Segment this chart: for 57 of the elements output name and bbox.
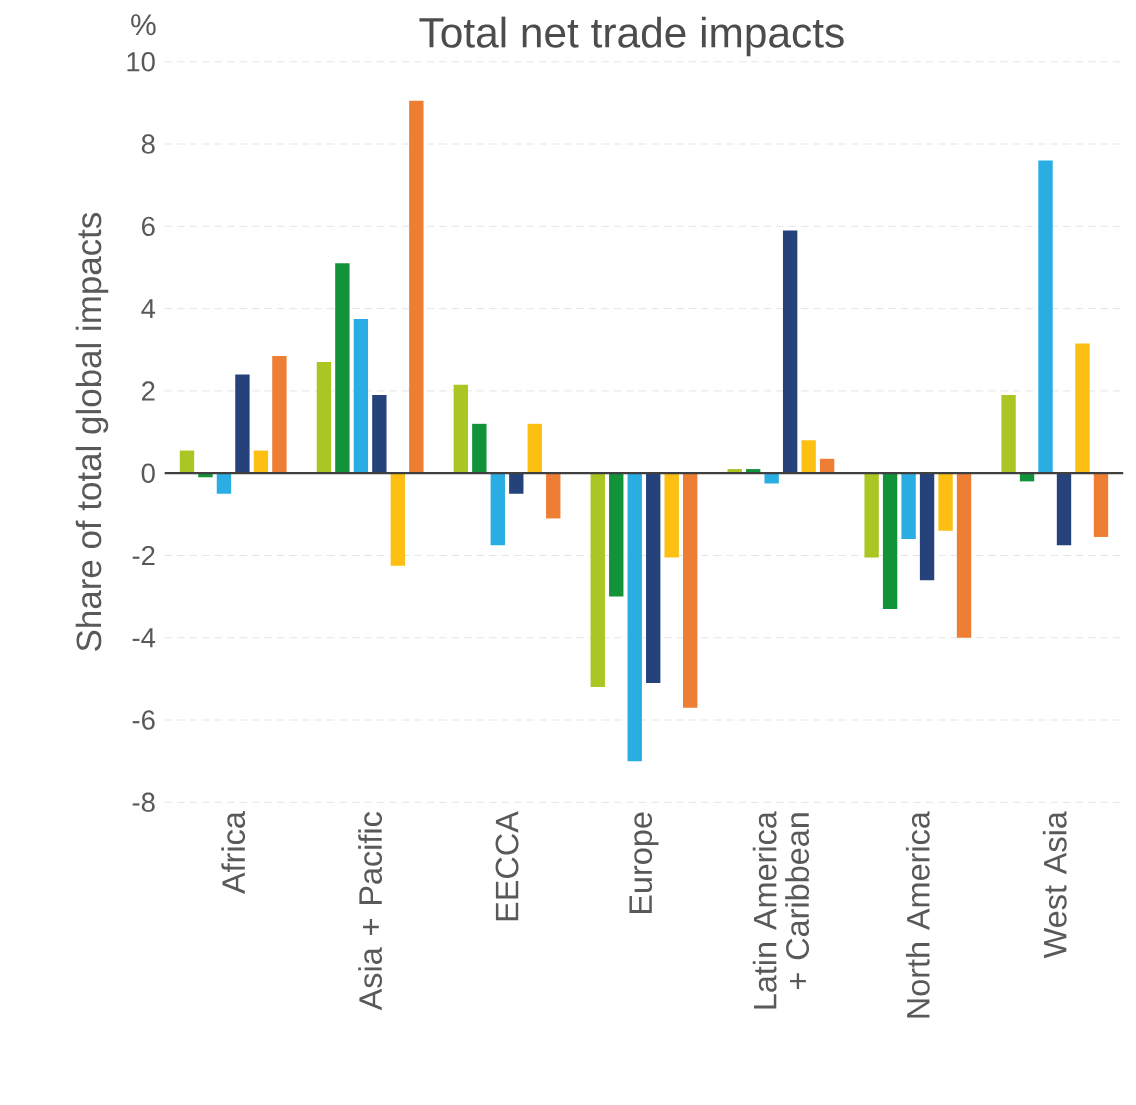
bar xyxy=(590,473,605,688)
y-tick-label: 0 xyxy=(141,463,155,484)
bar xyxy=(253,450,269,474)
y-tick-label: -6 xyxy=(132,710,155,730)
bar xyxy=(472,423,487,474)
y-tick-label: 4 xyxy=(141,299,156,319)
y-tick-label: -8 xyxy=(132,792,155,813)
bar xyxy=(335,263,350,474)
bar xyxy=(179,450,195,474)
bar xyxy=(882,473,898,610)
bar xyxy=(664,473,679,558)
bar xyxy=(764,473,779,484)
bar xyxy=(353,319,369,474)
bar xyxy=(235,374,250,474)
bar xyxy=(646,473,661,684)
bar xyxy=(1075,343,1090,474)
x-tick-label: North America xyxy=(905,811,930,1018)
bar xyxy=(901,473,916,540)
y-tick-label: 8 xyxy=(141,134,155,154)
bar xyxy=(938,473,953,531)
bar xyxy=(390,473,406,566)
bar xyxy=(490,473,505,546)
bar xyxy=(801,440,816,474)
x-tick-label: West Asia xyxy=(1042,811,1067,959)
x-tick-label: Asia + Pacific xyxy=(358,812,383,1011)
bar xyxy=(316,362,332,474)
y-tick-label: 10 xyxy=(127,52,155,72)
bar xyxy=(1056,473,1072,546)
y-axis-title: Share of total global impacts xyxy=(75,213,109,651)
bar xyxy=(1038,160,1053,474)
bar xyxy=(216,473,232,494)
x-tick-label: Latin America + Caribbean xyxy=(752,811,810,1009)
bar xyxy=(782,230,798,474)
bar xyxy=(409,100,424,474)
x-tick-label: Africa xyxy=(221,811,246,895)
bar xyxy=(919,473,935,581)
y-tick-label: -2 xyxy=(132,546,155,566)
text: % xyxy=(131,14,156,36)
bar xyxy=(1093,473,1109,538)
x-tick-label: EECCA xyxy=(495,811,519,921)
bar xyxy=(683,473,698,708)
bar xyxy=(956,473,972,638)
x-tick-label: Europe xyxy=(629,812,659,914)
chart-title: Total net trade impacts xyxy=(419,16,844,57)
bar xyxy=(453,384,469,474)
y-tick-label: -4 xyxy=(132,628,156,648)
bar xyxy=(627,473,642,762)
y-tick-label: 6 xyxy=(142,216,155,237)
bar xyxy=(609,473,624,597)
bar xyxy=(527,423,542,474)
y-tick-label: 2 xyxy=(142,381,155,401)
bar xyxy=(864,473,879,558)
bar xyxy=(1001,395,1016,474)
bar xyxy=(272,356,287,474)
bar xyxy=(372,395,387,474)
bar xyxy=(546,473,561,519)
bar xyxy=(509,473,524,494)
